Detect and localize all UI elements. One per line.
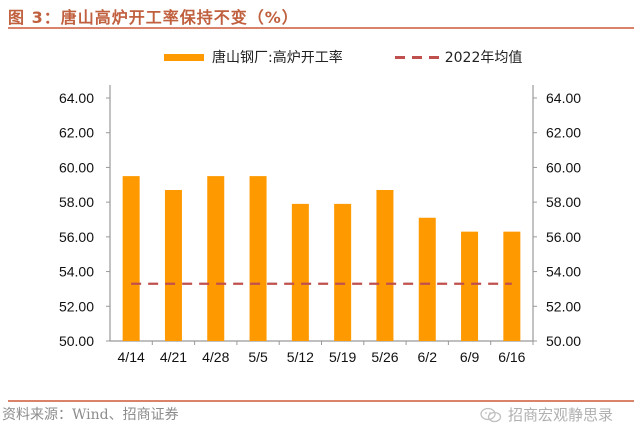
- legend-dashed-line-icon: [394, 55, 439, 59]
- legend-line-label: 2022年均值: [444, 50, 523, 66]
- x-tick-label: 6/16: [498, 349, 525, 365]
- y-tick-label-right: 60.00: [546, 159, 581, 175]
- footer-divider: [8, 400, 634, 402]
- watermark: 招商宏观静思录: [480, 404, 613, 425]
- y-tick-label-right: 56.00: [546, 229, 581, 245]
- bar: [291, 203, 309, 341]
- watermark-label: 招商宏观静思录: [508, 406, 614, 424]
- chart-legend: 唐山钢厂:高炉开工率 2022年均值: [164, 46, 522, 68]
- x-tick-label: 5/19: [329, 349, 356, 365]
- bar: [503, 231, 521, 341]
- y-tick-label-left: 60.00: [59, 159, 94, 175]
- y-tick-label-right: 64.00: [546, 90, 581, 106]
- bar: [122, 176, 140, 341]
- bar: [334, 203, 352, 341]
- y-tick-label-left: 58.00: [59, 194, 94, 210]
- x-tick-label: 4/21: [160, 349, 187, 365]
- source-note: 资料来源：Wind、招商证券: [2, 407, 179, 423]
- x-tick-label: 5/5: [248, 349, 268, 365]
- y-tick-label-right: 52.00: [546, 298, 581, 314]
- legend-bar-label: 唐山钢厂:高炉开工率: [212, 50, 343, 66]
- title-divider: [8, 27, 634, 29]
- bar: [376, 189, 394, 341]
- y-tick-label-left: 64.00: [59, 90, 94, 106]
- legend-item-line: 2022年均值: [343, 47, 523, 67]
- y-tick-label-right: 54.00: [546, 264, 581, 280]
- wechat-icon: [480, 407, 502, 422]
- legend-item-bar: 唐山钢厂:高炉开工率: [164, 47, 343, 67]
- y-tick-label-right: 50.00: [546, 333, 581, 349]
- y-tick-label-right: 62.00: [546, 125, 581, 141]
- bar: [418, 217, 436, 341]
- bar: [207, 176, 225, 341]
- bar: [164, 189, 182, 341]
- y-tick-label-left: 50.00: [59, 333, 94, 349]
- bar: [249, 176, 267, 341]
- x-tick-label: 4/14: [118, 349, 145, 365]
- x-tick-label: 5/12: [287, 349, 314, 365]
- y-tick-label-left: 54.00: [59, 264, 94, 280]
- y-tick-label-left: 52.00: [59, 298, 94, 314]
- legend-bar-swatch-icon: [164, 53, 204, 61]
- x-tick-label: 6/9: [460, 349, 480, 365]
- y-tick-label-left: 62.00: [59, 125, 94, 141]
- bar-chart: 50.00 50.00 52.00 52.00 54.00 54.00 56.00 56.00…: [59, 85, 581, 365]
- bar: [461, 231, 479, 341]
- x-tick-label: 6/2: [418, 349, 438, 365]
- y-tick-label-right: 58.00: [546, 194, 581, 210]
- figure-title: 图 3：唐山高炉开工率保持不变（%）: [8, 8, 299, 27]
- x-tick-label: 5/26: [371, 349, 398, 365]
- y-tick-label-left: 56.00: [59, 229, 94, 245]
- x-tick-label: 4/28: [202, 349, 229, 365]
